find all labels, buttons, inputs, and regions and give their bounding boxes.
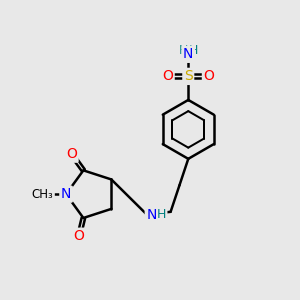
Text: O: O xyxy=(203,69,214,83)
Text: N: N xyxy=(61,187,71,201)
Text: H: H xyxy=(157,208,167,221)
Text: CH₃: CH₃ xyxy=(32,188,53,201)
Text: N: N xyxy=(183,47,194,61)
Text: H: H xyxy=(178,44,188,57)
Text: S: S xyxy=(184,69,193,83)
Text: O: O xyxy=(162,69,173,83)
Text: N: N xyxy=(146,208,157,222)
Text: O: O xyxy=(74,229,84,243)
Text: H: H xyxy=(189,44,198,57)
Text: O: O xyxy=(66,147,77,161)
